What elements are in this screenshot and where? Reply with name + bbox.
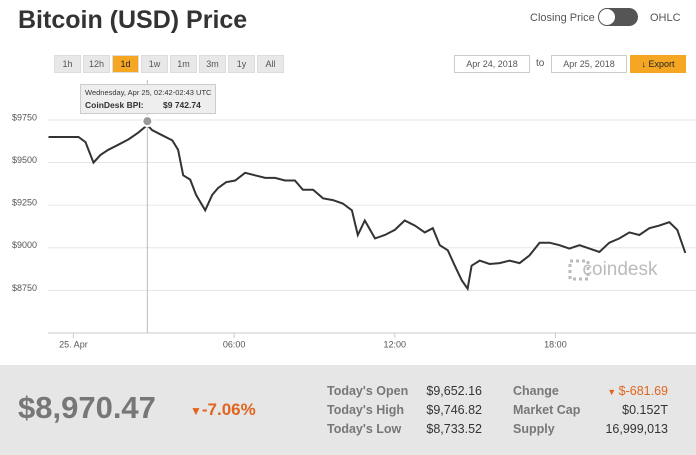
date-input[interactable]: Apr 24, 2018 (454, 55, 530, 73)
stat-label: Change (513, 384, 559, 398)
hover-point (141, 115, 154, 128)
stat-value: $9,746.82 (426, 403, 482, 417)
stat-value: $8,733.52 (426, 422, 482, 436)
current-price: $8,970.47 (18, 390, 156, 425)
range-button[interactable]: 3m (199, 55, 226, 73)
down-arrow: ▼ (190, 404, 202, 418)
stat-label: Today's Open (327, 384, 409, 398)
range-button[interactable]: 1m (170, 55, 197, 73)
y-tick-label: $9000 (12, 240, 37, 250)
stat-label: Supply (513, 422, 555, 436)
toggle[interactable] (598, 8, 638, 26)
stat-value: $9,652.16 (426, 384, 482, 398)
stat-value-text: $-681.69 (618, 384, 668, 398)
x-tick-label: 12:00 (384, 339, 407, 349)
summary-panel (0, 365, 696, 455)
export-icon: ↓ (641, 59, 646, 69)
y-tick-label: $8750 (12, 283, 37, 293)
range-button[interactable]: 12h (83, 55, 110, 73)
tooltip: Wednesday, Apr 25, 02:42-02:43 UTC CoinD… (80, 84, 216, 114)
tooltip-time: Wednesday, Apr 25, 02:42-02:43 UTC (85, 88, 212, 97)
stat-label: Market Cap (513, 403, 581, 417)
range-button[interactable]: All (257, 55, 284, 73)
range-button[interactable]: 1y (228, 55, 255, 73)
y-tick-label: $9750 (12, 112, 37, 122)
y-tick-label: $9250 (12, 198, 37, 208)
range-button[interactable]: 1h (54, 55, 81, 73)
tooltip-label: CoinDesk BPI: (85, 100, 144, 110)
price-line (48, 123, 687, 292)
toggle-label: Closing Price (530, 12, 595, 24)
range-button[interactable]: 1d (112, 55, 139, 73)
export-button[interactable]: ↓ Export (630, 55, 686, 73)
range-button[interactable]: 1w (141, 55, 168, 73)
date-input[interactable]: Apr 25, 2018 (551, 55, 627, 73)
stat-label: Today's Low (327, 422, 402, 436)
x-tick-label: 06:00 (223, 339, 246, 349)
x-tick-label: 18:00 (544, 339, 567, 349)
change-value: -7.06% (201, 400, 256, 419)
tooltip-value: $9 742.74 (163, 100, 201, 110)
toggle-label: OHLC (650, 12, 681, 24)
down-arrow: ▼ (607, 387, 619, 397)
stat-value: $0.152T (622, 403, 668, 417)
price-change: ▼-7.06% (190, 400, 256, 420)
x-tick-label: 25. Apr (59, 339, 88, 349)
page-title: Bitcoin (USD) Price (18, 6, 248, 34)
stat-value: ▼ $-681.69 (568, 384, 668, 398)
range-buttons: 1h 12h 1d 1w 1m 3m 1y All (54, 55, 284, 73)
stat-label: Today's High (327, 403, 405, 417)
date-separator: to (536, 58, 545, 69)
chart: $8750 $9000 $9250 $9500 $9750 25. Apr 06:00 12:… (12, 80, 696, 349)
watermark-icon (568, 259, 590, 281)
stat-value: 16,999,013 (605, 422, 668, 436)
watermark: coindesk (583, 259, 658, 280)
y-tick-label: $9500 (12, 155, 37, 165)
export-label: Export (648, 59, 675, 69)
